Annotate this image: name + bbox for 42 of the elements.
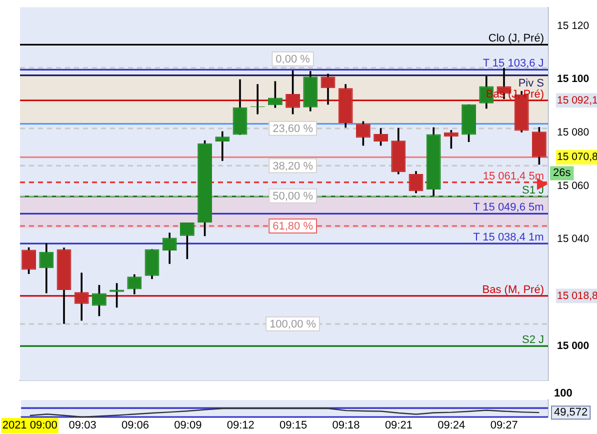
- candlestick: [250, 83, 265, 116]
- annotation: 38,20 %: [272, 160, 314, 172]
- candlestick: [374, 127, 388, 147]
- annotation: 0,00 %: [276, 53, 310, 66]
- ref-line-label: Clo (J, Pré): [488, 32, 544, 45]
- x-tick-label: 09:15: [280, 420, 308, 432]
- x-tick-label: 09:12: [226, 420, 254, 432]
- ref-line-label: Bas (M, Pré): [482, 284, 544, 296]
- x-tick-label: 09:18: [332, 420, 360, 432]
- annotation: 61,80 %: [272, 220, 314, 233]
- ref-line-label: T 15 038,4 1m: [473, 232, 544, 244]
- x-tick-label: 09:21: [384, 420, 412, 432]
- y-tick-label: 15 100: [557, 73, 590, 86]
- x-tick-label: 09:24: [438, 420, 466, 432]
- y-tick-label: 15 040: [557, 233, 590, 246]
- annotation: 50,00 %: [272, 190, 314, 202]
- annotation: 100,00 %: [270, 318, 316, 330]
- x-tick-label: 09:06: [121, 420, 150, 432]
- y-tick-label: 15 000: [557, 340, 590, 352]
- ref-line-label: 15 061,4 5m: [482, 170, 544, 182]
- y-tick-label: 15 080: [557, 126, 590, 139]
- candlestick: [320, 72, 336, 106]
- candlestick: [39, 242, 54, 294]
- annotation: 23,60 %: [272, 122, 314, 135]
- candlestick: [215, 130, 230, 162]
- candlestick: [74, 272, 89, 322]
- text: 100: [554, 388, 572, 400]
- y-tick-label: 15 092,1: [557, 94, 597, 106]
- ref-line-label: S2 J: [522, 334, 544, 346]
- text: 26s: [553, 167, 572, 180]
- y-tick-label: 15 120: [557, 20, 590, 32]
- x-tick-label: 2021 09:00: [2, 420, 58, 432]
- ref-line-label: Piv S: [518, 77, 544, 90]
- ref-line-label: T 15 103,6 J: [482, 58, 544, 70]
- x-tick-label: 09:09: [174, 420, 202, 432]
- candlestick: [532, 126, 546, 166]
- y-tick-label: 15 060: [557, 180, 590, 192]
- x-tick-label: 09:27: [490, 420, 518, 432]
- ref-line-label: T 15 049,6 5m: [473, 202, 544, 214]
- x-tick-label: 09:03: [68, 420, 96, 432]
- candlestick: [268, 80, 282, 109]
- annotation: 49,572: [554, 406, 588, 419]
